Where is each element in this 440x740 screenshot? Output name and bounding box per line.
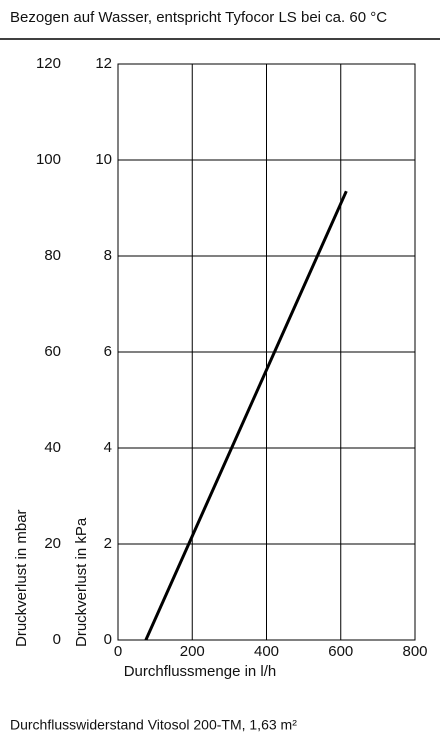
y-tick-label: 0 bbox=[104, 631, 112, 648]
x-tick-label: 600 bbox=[328, 643, 353, 660]
y-axis-label: Druckverlust in kPa bbox=[73, 517, 90, 647]
y-tick-label: 4 bbox=[104, 439, 112, 456]
y2-tick-label: 40 bbox=[44, 439, 61, 456]
y-tick-label: 10 bbox=[95, 151, 112, 168]
chart-title: Bezogen auf Wasser, entspricht Tyfocor L… bbox=[10, 9, 387, 26]
x-axis-label: Durchflussmenge in l/h bbox=[124, 663, 277, 680]
y-tick-label: 6 bbox=[104, 343, 112, 360]
x-tick-label: 200 bbox=[180, 643, 205, 660]
y2-tick-label: 20 bbox=[44, 535, 61, 552]
y2-tick-label: 120 bbox=[36, 55, 61, 72]
y-tick-label: 12 bbox=[95, 55, 112, 72]
y2-tick-label: 80 bbox=[44, 247, 61, 264]
y-tick-label: 8 bbox=[104, 247, 112, 264]
x-tick-label: 0 bbox=[114, 643, 122, 660]
x-tick-label: 800 bbox=[402, 643, 427, 660]
y2-tick-label: 100 bbox=[36, 151, 61, 168]
caption: Durchflusswiderstand Vitosol 200-TM, 1,6… bbox=[10, 717, 297, 733]
y2-axis-label: Druckverlust in mbar bbox=[13, 509, 30, 647]
x-tick-label: 400 bbox=[254, 643, 279, 660]
y2-tick-label: 0 bbox=[53, 631, 61, 648]
y-tick-label: 2 bbox=[104, 535, 112, 552]
data-line bbox=[144, 190, 348, 641]
y2-tick-label: 60 bbox=[44, 343, 61, 360]
